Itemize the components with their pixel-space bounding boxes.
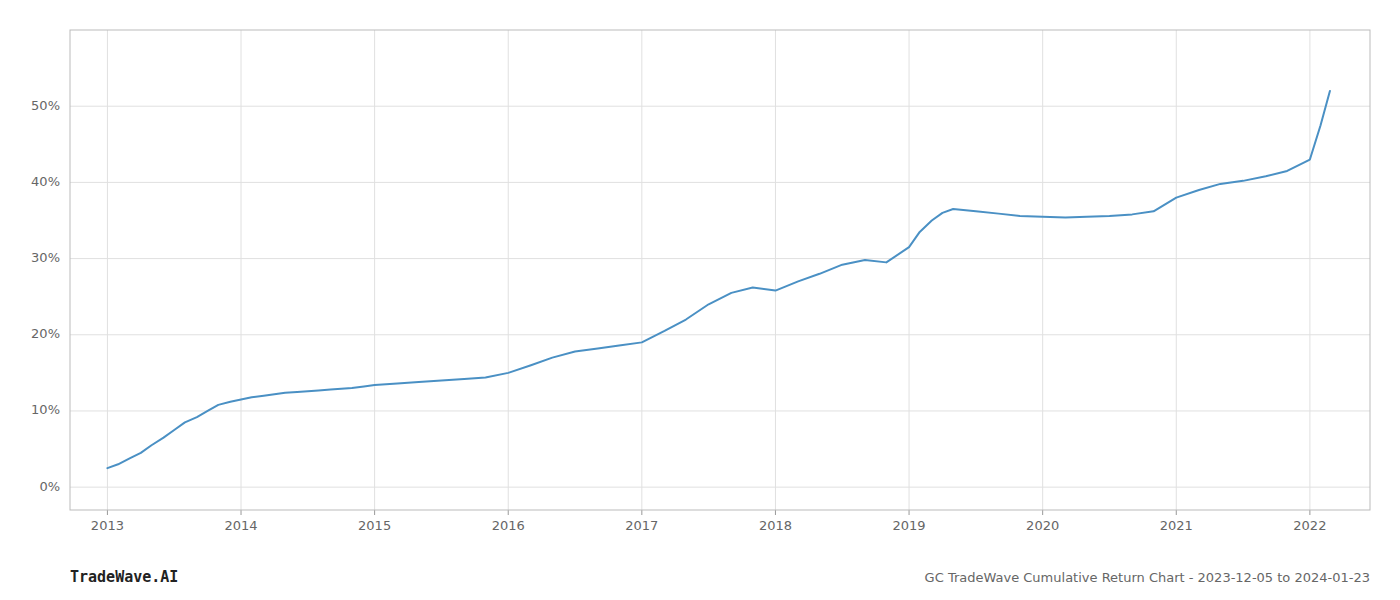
y-tick-label: 40% [31, 174, 60, 189]
y-tick-label: 10% [31, 402, 60, 417]
grid-line-y [70, 487, 1370, 488]
grid-line-x [508, 30, 509, 510]
x-tick [508, 510, 509, 515]
y-tick-label: 50% [31, 98, 60, 113]
grid-line-y [70, 334, 1370, 335]
x-tick [374, 510, 375, 515]
grid-line-y [70, 410, 1370, 411]
x-tick-label: 2016 [492, 518, 525, 533]
grid [70, 30, 1370, 510]
grid-line-x [241, 30, 242, 510]
texts: TradeWave.AI GC TradeWave Cumulative Retu… [70, 568, 1370, 586]
grid-line-x [374, 30, 375, 510]
x-tick [1042, 510, 1043, 515]
plot-frame [70, 30, 1370, 510]
grid-line-x [641, 30, 642, 510]
grid-line-x [1042, 30, 1043, 510]
x-tick [1309, 510, 1310, 515]
x-tick [241, 510, 242, 515]
grid-line-x [775, 30, 776, 510]
grid-line-x [1309, 30, 1310, 510]
x-tick-label: 2015 [358, 518, 391, 533]
grid-line-x [1176, 30, 1177, 510]
x-tick-label: 2013 [91, 518, 124, 533]
data [107, 91, 1330, 468]
grid-line-x [909, 30, 910, 510]
grid-line-x [107, 30, 108, 510]
chart: 0% 10% 20% 30% 40% 50% 2013 2014 2015 2016 2017 201… [0, 0, 1400, 600]
x-tick-label: 2022 [1293, 518, 1326, 533]
axes: 0% 10% 20% 30% 40% 50% 2013 2014 2015 2016 2017 201… [31, 30, 1370, 533]
y-tick-label: 30% [31, 250, 60, 265]
x-tick [909, 510, 910, 515]
x-tick [107, 510, 108, 515]
x-tick-label: 2020 [1026, 518, 1059, 533]
grid-line-y [70, 182, 1370, 183]
title: GC TradeWave Cumulative Return Chart - 2… [925, 570, 1370, 585]
line [107, 91, 1330, 468]
x-tick-label: 2017 [625, 518, 658, 533]
y-tick-label: 0% [39, 479, 60, 494]
grid-line-y [70, 106, 1370, 107]
y-tick-label: 20% [31, 326, 60, 341]
grid-line-y [70, 258, 1370, 259]
watermark: TradeWave.AI [70, 568, 178, 586]
x-tick [1176, 510, 1177, 515]
x-tick-label: 2021 [1160, 518, 1193, 533]
x-tick-label: 2014 [224, 518, 257, 533]
x-tick [775, 510, 776, 515]
x-tick-label: 2018 [759, 518, 792, 533]
x-tick [641, 510, 642, 515]
x-tick-label: 2019 [893, 518, 926, 533]
